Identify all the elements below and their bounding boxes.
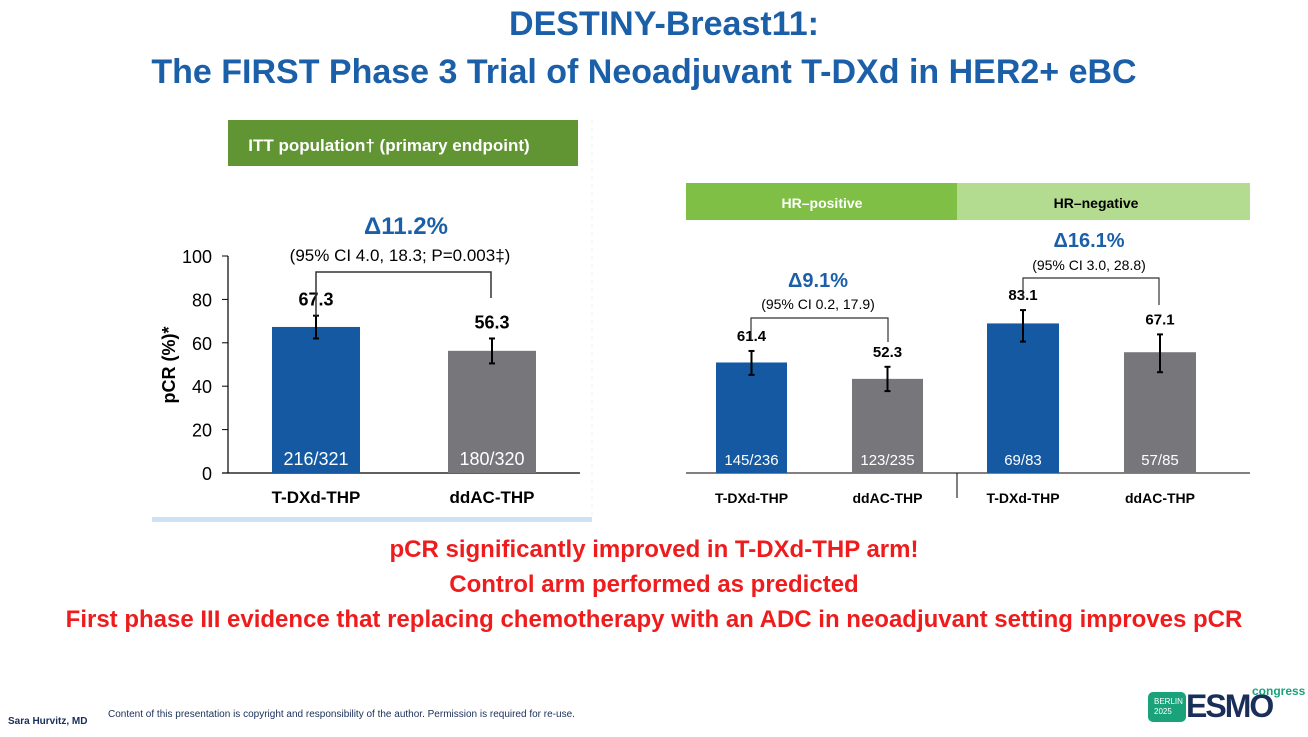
hr-negative-header xyxy=(957,183,1250,220)
delta-label: Δ11.2% xyxy=(364,213,448,240)
category-label: T-DXd-THP xyxy=(715,490,788,506)
n-label: 123/235 xyxy=(860,452,914,469)
bar-ddac-thp xyxy=(448,350,536,473)
author: Sara Hurvitz, MD xyxy=(8,716,88,727)
category-label: ddAC-THP xyxy=(853,490,923,506)
y-axis-label: pCR (%)* xyxy=(159,327,179,404)
logo-city: BERLIN xyxy=(1154,697,1183,706)
ci-label: (95% CI 4.0, 18.3; P=0.003‡) xyxy=(290,246,511,265)
copyright: Content of this presentation is copyrigh… xyxy=(108,709,575,720)
slide-title-line1: DESTINY-Breast11: xyxy=(509,5,819,43)
value-label: 56.3 xyxy=(474,312,509,332)
y-tick-label: 80 xyxy=(192,290,212,310)
panel-underline xyxy=(152,517,592,522)
n-label: 145/236 xyxy=(724,452,778,469)
comparison-bracket xyxy=(315,271,492,316)
bar-t-dxd-thp xyxy=(272,326,360,473)
n-label: 57/85 xyxy=(1141,452,1179,469)
bar-ddac-thp xyxy=(852,378,923,473)
ci-label-hr-pos: (95% CI 0.2, 17.9) xyxy=(761,296,875,312)
y-tick-label: 20 xyxy=(192,421,212,441)
comparison-bracket-hr-neg xyxy=(1022,277,1160,305)
logo-text: ESMO xyxy=(1186,688,1274,724)
delta-label-hr-neg: Δ16.1% xyxy=(1053,230,1124,252)
y-tick-label: 60 xyxy=(192,334,212,354)
value-label: 67.1 xyxy=(1145,311,1174,328)
category-label: T-DXd-THP xyxy=(986,490,1059,506)
slide-title-line2: The FIRST Phase 3 Trial of Neoadjuvant T… xyxy=(151,53,1137,91)
n-label: 216/321 xyxy=(283,449,348,469)
category-label: ddAC-THP xyxy=(450,488,535,507)
logo-suffix: congress xyxy=(1252,684,1306,698)
itt-header-bar xyxy=(228,120,578,166)
delta-label-hr-pos: Δ9.1% xyxy=(788,270,848,292)
message-2: Control arm performed as predicted xyxy=(449,571,859,598)
hr-positive-label: HR–positive xyxy=(782,195,863,211)
y-tick-label: 40 xyxy=(192,377,212,397)
category-label: T-DXd-THP xyxy=(272,488,361,507)
hr-negative-label: HR–negative xyxy=(1054,195,1139,211)
esmo-logo: BERLIN 2025 ESMO congress xyxy=(1148,684,1308,726)
comparison-bracket-hr-pos xyxy=(750,317,889,342)
n-label: 180/320 xyxy=(459,449,524,469)
message-3: First phase III evidence that replacing … xyxy=(65,606,1243,633)
message-1: pCR significantly improved in T-DXd-THP … xyxy=(389,536,919,563)
value-label: 61.4 xyxy=(737,328,767,345)
itt-header-label: ITT population† (primary endpoint) xyxy=(248,136,529,155)
y-tick-label: 100 xyxy=(182,247,212,267)
y-tick-label: 0 xyxy=(202,464,212,484)
bar-t-dxd-thp xyxy=(716,362,787,473)
logo-year: 2025 xyxy=(1154,707,1172,716)
category-label: ddAC-THP xyxy=(1125,490,1195,506)
n-label: 69/83 xyxy=(1004,452,1042,469)
value-label: 52.3 xyxy=(873,344,902,361)
bar-t-dxd-thp xyxy=(987,323,1059,473)
hr-positive-header xyxy=(686,183,957,220)
ci-label-hr-neg: (95% CI 3.0, 28.8) xyxy=(1032,257,1146,273)
